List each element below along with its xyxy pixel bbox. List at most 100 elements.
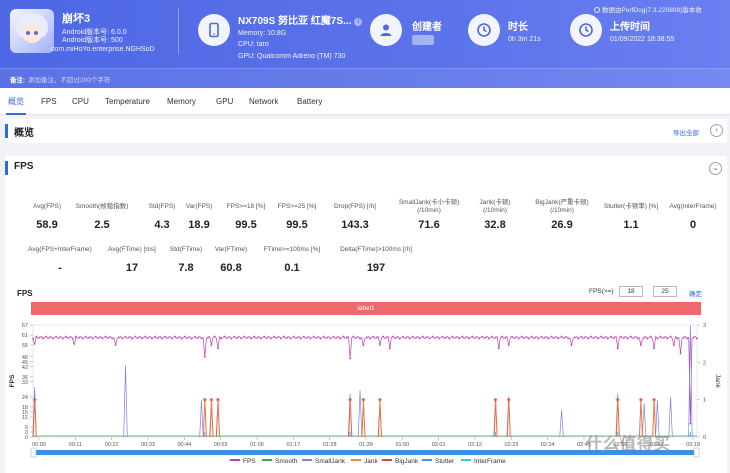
phone-icon <box>198 14 230 46</box>
legend-item-jank[interactable]: Jank <box>351 458 378 465</box>
tab-memory[interactable]: Memory <box>167 97 196 106</box>
legend-swatch <box>302 459 312 461</box>
android-code: Android版本号: 500 <box>62 37 123 44</box>
row2-label-3: Var(FTime) <box>214 246 248 253</box>
legend-item-bigjank[interactable]: BigJank <box>382 458 418 465</box>
fps-section-title: FPS <box>14 161 34 172</box>
creator-title: 创建者 <box>412 22 442 33</box>
report-header: 崩坏3 Android版本号: 6.0.0 Android版本号: 500 co… <box>0 0 730 88</box>
legend-label: Stutter <box>435 458 455 465</box>
tab-network[interactable]: Network <box>249 97 279 106</box>
android-version: Android版本号: 6.0.0 <box>62 29 127 36</box>
legend-item-stutter[interactable]: Stutter <box>422 458 454 465</box>
note-bar: 备注: 添加备注，不超过200个字符 <box>0 68 730 88</box>
row1-label-10: Stutter(卡顿率) [%] <box>603 203 659 210</box>
row1-label-6: Drop(FPS) [/h] <box>334 203 376 210</box>
row1-value-5: 99.5 <box>286 219 308 231</box>
row1-label-3: Var(FPS) <box>185 203 213 210</box>
row2-label-1: Avg(FTime) [ms] <box>108 246 156 253</box>
history-clock-icon <box>570 14 602 46</box>
duration-value: 0h 3m 21s <box>508 36 541 43</box>
row2-value-3: 60.8 <box>220 262 242 274</box>
watermark-logo: 什么值得买 <box>586 436 672 453</box>
row1-label-5: FPS>=25 [%] <box>277 203 317 210</box>
clock-icon <box>468 14 500 46</box>
row1-value-1: 2.5 <box>94 219 110 231</box>
device-gpu: GPU: Qualcomm Adreno (TM) 730 <box>238 53 346 60</box>
upload-value: 01/09/2022 18:38:55 <box>610 36 675 43</box>
row2-label-2: Std(FTime) <box>169 246 203 253</box>
label-bar[interactable]: label1 <box>31 302 701 315</box>
row1-label-7: SmallJank(卡小卡顿) (/10min) <box>398 199 460 214</box>
overview-section: 概览 导出全部 ‹ <box>5 119 727 143</box>
game-title: 崩坏3 <box>62 13 91 25</box>
device-name: NX709S 努比亚 红魔7S... i <box>238 12 363 27</box>
chevron-left-icon[interactable]: ‹ <box>710 124 723 137</box>
row2-label-5: Delta(FTime)>100ms [/h] <box>340 246 412 253</box>
legend-label: BigJank <box>395 458 419 465</box>
data-source: 数据由PerfDog(7.3.220808)版本收 <box>594 4 702 14</box>
row1-value-0: 58.9 <box>36 219 58 231</box>
row1-label-1: Smooth(帧稳指数) <box>75 203 129 210</box>
tab-cpu[interactable]: CPU <box>72 97 89 106</box>
note-label: 备注: <box>10 77 26 84</box>
section-accent <box>5 161 8 175</box>
row2-value-2: 7.8 <box>178 262 194 274</box>
tab-overview[interactable]: 概览 <box>6 88 26 115</box>
row1-value-11: 0 <box>689 219 697 231</box>
device-memory: Memory: 10.8G <box>238 30 287 37</box>
row1-label-4: FPS>=18 [%] <box>226 203 266 210</box>
fps-threshold-label: FPS(>=) <box>589 288 614 295</box>
legend-label: FPS <box>243 458 256 465</box>
overview-title: 概览 <box>14 128 34 139</box>
row2-value-1: 17 <box>125 262 139 274</box>
row1-value-7: 71.6 <box>418 219 440 231</box>
row1-value-8: 32.8 <box>484 219 506 231</box>
section-accent <box>5 124 8 138</box>
package-name: com.miHoYo.enterprise.NGHSoD <box>51 46 155 53</box>
user-icon <box>370 14 402 46</box>
row1-value-4: 99.5 <box>235 219 257 231</box>
legend-swatch <box>382 459 392 461</box>
tab-bar: 概览 FPS CPU Temperature Memory GPU Networ… <box>0 88 730 115</box>
row1-value-3: 18.9 <box>188 219 210 231</box>
legend-item-smalljank[interactable]: SmallJank <box>302 458 345 465</box>
legend-label: InterFrame <box>474 458 506 465</box>
info-icon: i <box>354 18 363 26</box>
legend-swatch <box>422 459 432 461</box>
note-input[interactable]: 添加备注，不超过200个字符 <box>28 77 111 84</box>
legend-swatch <box>262 459 272 461</box>
row1-label-2: Std(FPS) <box>148 203 176 210</box>
fps-threshold-input-1[interactable] <box>619 286 643 297</box>
row2-value-0: - <box>58 262 62 274</box>
chevron-down-icon[interactable]: ⌄ <box>709 162 722 175</box>
row1-label-11: Avg(InterFrame) <box>669 203 717 210</box>
row1-value-10: 1.1 <box>623 219 639 231</box>
row2-label-4: FTime>=100ms [%] <box>263 246 321 253</box>
export-all-button[interactable]: 导出全部 <box>673 130 699 137</box>
legend-swatch <box>461 459 471 461</box>
fps-section: FPS ⌄ Avg(FPS) 58.9 Smooth(帧稳指数) 2.5 Std(FPS… <box>5 156 727 473</box>
upload-title: 上传时间 <box>610 22 650 33</box>
fps-threshold-input-2[interactable] <box>653 286 677 297</box>
legend-item-smooth[interactable]: Smooth <box>262 458 297 465</box>
tab-gpu[interactable]: GPU <box>216 97 234 106</box>
tab-temperature[interactable]: Temperature <box>105 97 150 106</box>
tab-battery[interactable]: Battery <box>297 97 323 106</box>
row1-value-6: 143.3 <box>341 219 369 231</box>
device-cpu: CPU: taro <box>238 41 269 48</box>
tab-fps[interactable]: FPS <box>41 97 57 106</box>
duration-title: 时长 <box>508 22 528 33</box>
creator-value-redacted <box>412 35 434 45</box>
legend-label: Jank <box>364 458 378 465</box>
header-divider <box>178 8 179 54</box>
game-icon <box>10 9 54 53</box>
fps-confirm-button[interactable]: 确定 <box>689 291 702 298</box>
row2-label-0: Avg(FPS+InterFrame) <box>28 246 92 253</box>
row2-value-4: 0.1 <box>284 262 300 274</box>
legend-item-fps[interactable]: FPS <box>230 458 256 465</box>
row2-value-5: 197 <box>366 262 386 274</box>
legend-label: Smooth <box>275 458 298 465</box>
legend-swatch <box>351 459 361 461</box>
legend-item-interframe[interactable]: InterFrame <box>461 458 506 465</box>
